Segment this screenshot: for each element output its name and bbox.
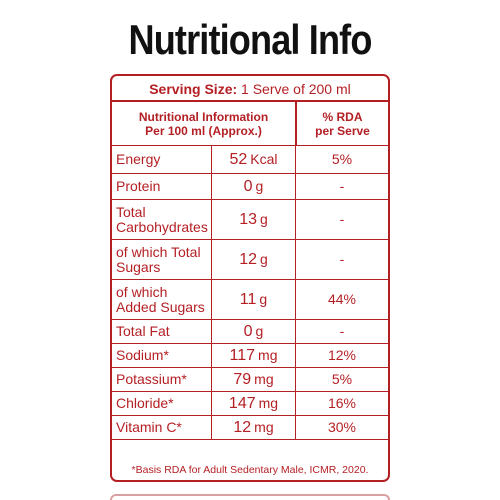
table-row: Energy 52 Kcal 5% <box>112 146 388 174</box>
nutrient-name: of which Total Sugars <box>112 240 212 279</box>
nutrient-amount: 79 mg <box>212 368 296 391</box>
amount-value: 117 <box>229 347 256 364</box>
nutrient-amount: 147 mg <box>212 392 296 415</box>
header-rda-line2: per Serve <box>315 123 370 138</box>
nutrient-rda: 16% <box>327 395 357 411</box>
amount-unit: mg <box>258 347 278 363</box>
nutrient-name: Potassium* <box>112 368 212 391</box>
nutrient-rda: 30% <box>327 419 357 435</box>
amount-value: 0 <box>243 323 253 340</box>
nutrient-amount: 13 g <box>212 200 296 239</box>
nutrient-rda: 44% <box>327 291 357 307</box>
amount-unit: g <box>260 251 268 267</box>
amount-value: 147 <box>228 395 256 412</box>
nutrient-rda: - <box>339 211 345 227</box>
serving-size-value: 1 Serve of 200 ml <box>241 81 351 97</box>
amount-unit: mg <box>254 419 274 435</box>
nutrient-amount: 12 mg <box>212 416 296 439</box>
amount-value: 12 <box>239 251 257 268</box>
nutrient-rda: - <box>339 251 345 267</box>
nutrient-name: Sodium* <box>112 344 212 367</box>
amount-unit: g <box>260 211 268 227</box>
table-row: of which Added Sugars 11 g 44% <box>112 280 388 320</box>
nutrient-amount: 52 Kcal <box>212 146 296 173</box>
page-title: Nutritional Info <box>128 16 372 63</box>
nutrient-rda: - <box>339 323 345 339</box>
table-row: Potassium* 79 mg 5% <box>112 368 388 392</box>
table-row: Total Carbohydrates 13 g - <box>112 200 388 240</box>
header-rda: % RDA per Serve <box>296 102 388 145</box>
nutrient-amount: 12 g <box>212 240 296 279</box>
nutrient-name: of which Added Sugars <box>112 280 212 319</box>
nutrition-table: Serving Size: 1 Serve of 200 ml Nutritio… <box>110 74 390 482</box>
amount-unit: g <box>255 323 264 339</box>
nutrient-amount: 117 mg <box>212 344 296 367</box>
table-row: Vitamin C* 12 mg 30% <box>112 416 388 440</box>
table-row: Sodium* 117 mg 12% <box>112 344 388 368</box>
nutrient-rda: 5% <box>331 151 353 167</box>
rda-footnote: *Basis RDA for Adult Sedentary Male, ICM… <box>131 464 369 476</box>
amount-unit: mg <box>254 371 274 387</box>
nutrition-grid: Nutritional Information Per 100 ml (Appr… <box>112 102 388 440</box>
header-rda-line1: % RDA <box>322 109 363 124</box>
nutrient-rda: 12% <box>327 347 357 363</box>
amount-unit: mg <box>258 395 279 411</box>
amount-value: 79 <box>233 371 252 388</box>
amount-unit: g <box>259 291 268 307</box>
amount-value: 13 <box>239 211 257 228</box>
nutrient-name: Energy <box>112 146 212 173</box>
amount-value: 52 <box>229 151 248 168</box>
header-nutrition-line2: Per 100 ml (Approx.) <box>145 123 262 138</box>
nutrient-name: Chloride* <box>112 392 212 415</box>
nutrient-rda: 5% <box>331 371 353 387</box>
amount-value: 12 <box>233 419 252 436</box>
header-nutrition-info: Nutritional Information Per 100 ml (Appr… <box>112 102 296 145</box>
table-header-row: Nutritional Information Per 100 ml (Appr… <box>112 102 388 146</box>
nutrient-name: Total Carbohydrates <box>112 200 212 239</box>
serving-size-label: Serving Size: <box>149 81 238 97</box>
table-row: Chloride* 147 mg 16% <box>112 392 388 416</box>
amount-value: 11 <box>239 291 257 308</box>
table-row: of which Total Sugars 12 g - <box>112 240 388 280</box>
nutrient-name: Protein <box>112 174 212 199</box>
next-panel-edge <box>110 494 390 500</box>
header-nutrition-line1: Nutritional Information <box>138 109 269 124</box>
amount-unit: g <box>255 178 264 194</box>
nutrient-rda: - <box>339 178 345 194</box>
nutrient-amount: 11 g <box>212 280 296 319</box>
amount-unit: Kcal <box>250 151 278 167</box>
amount-value: 0 <box>243 178 253 195</box>
serving-size: Serving Size: 1 Serve of 200 ml <box>112 76 388 102</box>
nutrient-name: Vitamin C* <box>112 416 212 439</box>
nutrient-name: Total Fat <box>112 320 212 343</box>
